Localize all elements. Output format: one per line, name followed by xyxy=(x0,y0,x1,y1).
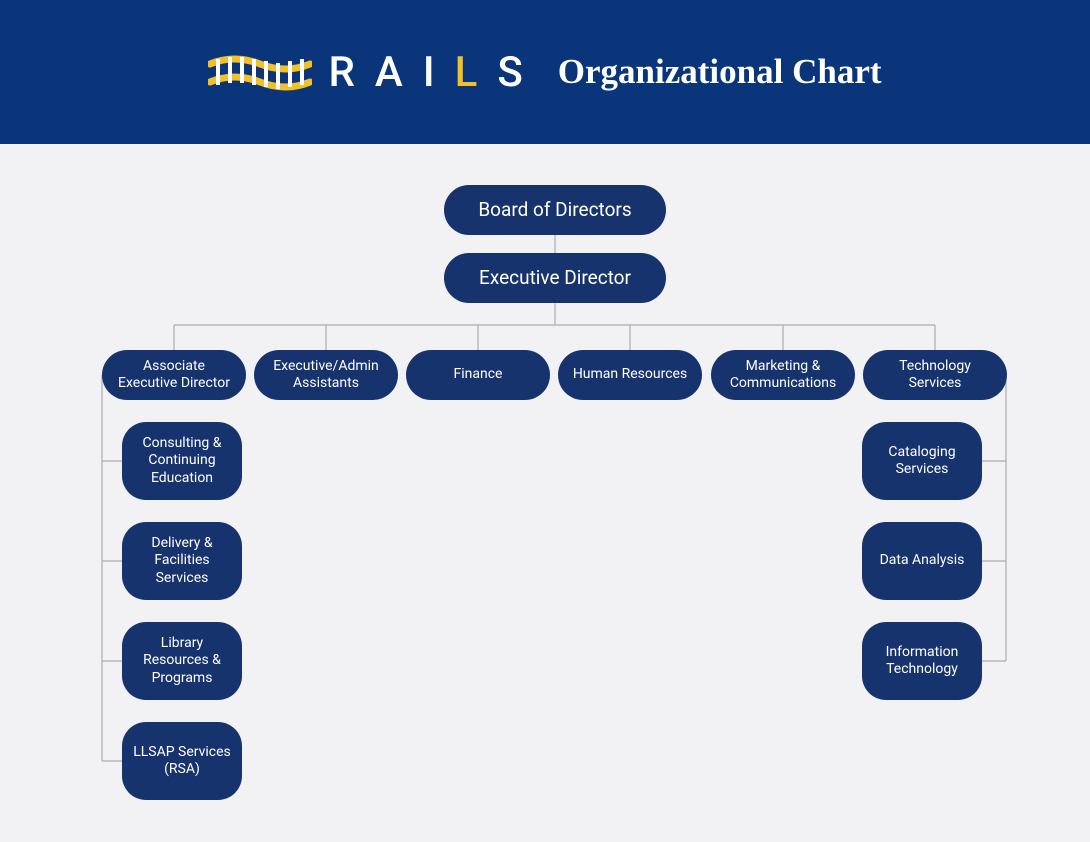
node-sub-library: Library Resources & Programs xyxy=(122,622,242,700)
node-dept-hr: Human Resources xyxy=(558,350,702,400)
logo-letter-0: R xyxy=(328,48,354,97)
node-label: Consulting & Continuing Education xyxy=(132,435,232,488)
node-label: Cataloging Services xyxy=(872,444,972,479)
node-label: Board of Directors xyxy=(478,198,631,222)
node-dept-finance: Finance xyxy=(406,350,550,400)
node-sub-consulting: Consulting & Continuing Education xyxy=(122,422,242,500)
node-dept-marcom: Marketing & Communications xyxy=(711,350,855,400)
logo-letter-2: I xyxy=(423,48,435,97)
logo-letter-4: S xyxy=(497,48,522,97)
logo-letter-3: L xyxy=(455,48,478,97)
rails-track-icon xyxy=(208,48,312,96)
logo: R A I L S xyxy=(208,48,522,97)
node-label: LLSAP Services (RSA) xyxy=(132,744,232,779)
node-label: Data Analysis xyxy=(880,552,965,570)
page-title: Organizational Chart xyxy=(558,52,882,92)
node-label: Executive Director xyxy=(479,266,631,290)
header-banner: R A I L S Organizational Chart xyxy=(0,0,1090,144)
node-label: Technology Services xyxy=(873,358,997,393)
node-sub-delivery: Delivery & Facilities Services xyxy=(122,522,242,600)
node-dept-assoc: Associate Executive Director xyxy=(102,350,246,400)
node-sub-dataanal: Data Analysis xyxy=(862,522,982,600)
node-sub-cataloging: Cataloging Services xyxy=(862,422,982,500)
logo-letter-1: A xyxy=(375,48,403,97)
node-sub-llsap: LLSAP Services (RSA) xyxy=(122,722,242,800)
node-label: Marketing & Communications xyxy=(721,358,845,393)
node-label: Library Resources & Programs xyxy=(132,635,232,688)
node-board: Board of Directors xyxy=(444,185,666,235)
node-sub-it: Information Technology xyxy=(862,622,982,700)
node-label: Executive/Admin Assistants xyxy=(264,358,388,393)
org-chart: Board of Directors Executive Director As… xyxy=(0,144,1090,842)
node-label: Associate Executive Director xyxy=(112,358,236,393)
node-label: Finance xyxy=(454,366,503,384)
node-label: Information Technology xyxy=(872,644,972,679)
node-exec: Executive Director xyxy=(444,253,666,303)
node-dept-tech: Technology Services xyxy=(863,350,1007,400)
node-label: Delivery & Facilities Services xyxy=(132,535,232,588)
node-dept-exadmin: Executive/Admin Assistants xyxy=(254,350,398,400)
node-label: Human Resources xyxy=(573,366,687,384)
logo-word: R A I L S xyxy=(328,48,522,97)
